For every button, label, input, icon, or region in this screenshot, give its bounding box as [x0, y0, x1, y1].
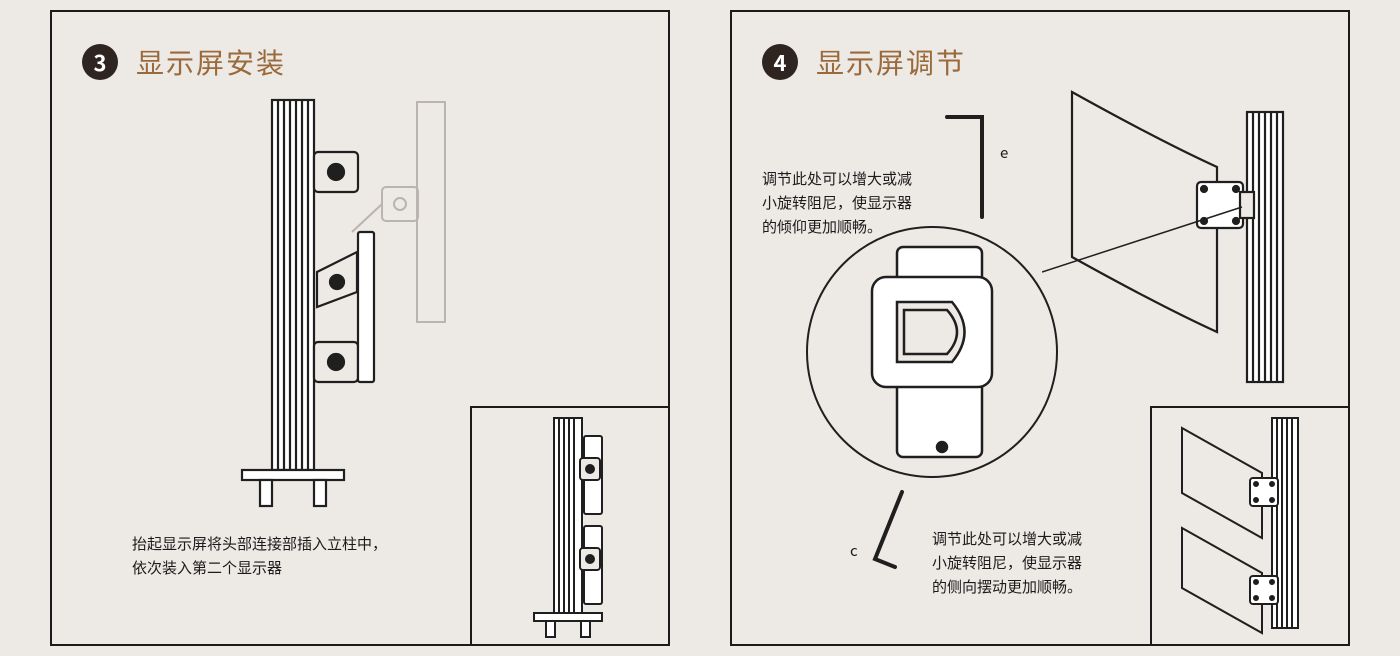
tool-e-label: e	[1000, 142, 1008, 163]
step-number: 4	[774, 46, 787, 78]
caption-line: 依次装入第二个显示器	[132, 556, 387, 580]
diagram-step4-monitor	[1042, 72, 1322, 392]
step-number-badge: 3	[82, 44, 118, 80]
tool-e-icon	[927, 107, 997, 227]
page: 3 显示屏安装	[0, 0, 1400, 656]
step-header: 3 显示屏安装	[82, 42, 638, 82]
caption-line: 抬起显示屏将头部连接部插入立柱中，	[132, 532, 387, 556]
inset-step3	[470, 406, 670, 646]
diagram-step4-detail	[802, 222, 1082, 522]
note-line: 小旋转阻尼，使显示器	[932, 551, 1082, 575]
step-number: 3	[94, 46, 107, 78]
panel-step-4: 4 显示屏调节 调节此处可以增大或减 小旋转阻尼，使显示器 的倾仰更加顺畅。 e	[730, 10, 1350, 646]
note-line: 调节此处可以增大或减	[762, 167, 912, 191]
step3-caption: 抬起显示屏将头部连接部插入立柱中， 依次装入第二个显示器	[132, 532, 387, 580]
diagram-step3-inset	[472, 408, 668, 644]
note-line: 小旋转阻尼，使显示器	[762, 191, 912, 215]
step-title: 显示屏安装	[136, 42, 286, 82]
diagram-step4-inset	[1152, 408, 1348, 644]
note-line: 的侧向摆动更加顺畅。	[932, 575, 1082, 599]
step-title: 显示屏调节	[816, 42, 966, 82]
tool-c-icon	[857, 487, 917, 577]
note-line: 调节此处可以增大或减	[932, 527, 1082, 551]
tool-c-label: c	[850, 540, 858, 561]
step-number-badge: 4	[762, 44, 798, 80]
inset-step4	[1150, 406, 1350, 646]
panel-step-3: 3 显示屏安装	[50, 10, 670, 646]
step4-note-bottom: 调节此处可以增大或减 小旋转阻尼，使显示器 的侧向摆动更加顺畅。	[932, 527, 1082, 599]
